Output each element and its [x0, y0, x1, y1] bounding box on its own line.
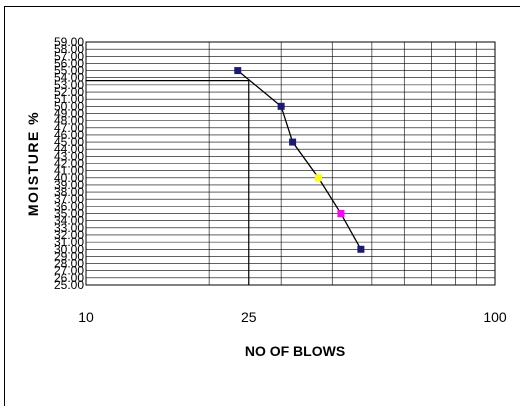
data-series	[234, 67, 365, 253]
y-tick-label: 25.00	[54, 278, 84, 292]
y-tick-label: 49.00	[54, 106, 84, 120]
y-tick-label: 42.00	[54, 157, 84, 171]
y-tick-label: 52.00	[54, 85, 84, 99]
y-tick-label: 59.00	[54, 35, 84, 49]
y-tick-label: 35.00	[54, 207, 84, 221]
data-point	[234, 67, 242, 75]
y-tick-label: 55.00	[54, 64, 84, 78]
x-tick-label: 100	[483, 309, 507, 325]
x-tick-labels: 10 25 100	[78, 309, 507, 325]
y-tick-label: 34.00	[54, 214, 84, 228]
y-tick-label: 54.00	[54, 71, 84, 85]
y-tick-label: 33.00	[54, 221, 84, 235]
data-point	[337, 210, 345, 218]
y-tick-label: 53.00	[54, 78, 84, 92]
y-tick-label: 50.00	[54, 99, 84, 113]
y-tick-label: 27.00	[54, 264, 84, 278]
y-tick-label: 26.00	[54, 271, 84, 285]
y-tick-label: 37.00	[54, 192, 84, 206]
y-tick-label: 43.00	[54, 149, 84, 163]
y-tick-label: 56.00	[54, 56, 84, 70]
x-tick-label: 25	[241, 309, 257, 325]
y-tick-label: 40.00	[54, 171, 84, 185]
y-tick-label: 48.00	[54, 114, 84, 128]
series-line	[237, 70, 362, 250]
y-tick-label: 57.00	[54, 49, 84, 63]
y-tick-label: 58.00	[54, 42, 84, 56]
y-tick-label: 41.00	[54, 164, 84, 178]
y-tick-label: 29.00	[54, 249, 84, 263]
plot-area	[85, 41, 496, 286]
reference-lines	[86, 79, 250, 285]
y-tick-label: 45.00	[54, 135, 84, 149]
data-point	[314, 174, 322, 182]
data-point	[357, 245, 365, 253]
data-point	[289, 138, 297, 146]
y-tick-label: 44.00	[54, 142, 84, 156]
y-tick-label: 31.00	[54, 235, 84, 249]
y-tick-label: 28.00	[54, 257, 84, 271]
y-tick-label: 38.00	[54, 185, 84, 199]
data-point	[277, 102, 285, 110]
y-tick-label: 32.00	[54, 228, 84, 242]
y-tick-label: 39.00	[54, 178, 84, 192]
x-tick-label: 10	[78, 309, 94, 325]
y-axis-title: MOISTURE %	[25, 111, 41, 216]
y-tick-label: 30.00	[54, 242, 84, 256]
x-axis-title: NO OF BLOWS	[245, 343, 345, 359]
y-tick-label: 46.00	[54, 128, 84, 142]
grid-lines	[85, 41, 496, 286]
y-tick-label: 36.00	[54, 199, 84, 213]
chart-frame	[4, 6, 520, 406]
y-tick-label: 47.00	[54, 121, 84, 135]
y-tick-label: 51.00	[54, 92, 84, 106]
y-tick-labels: 59.0058.0057.0056.0055.0054.0053.0052.00…	[54, 35, 84, 292]
